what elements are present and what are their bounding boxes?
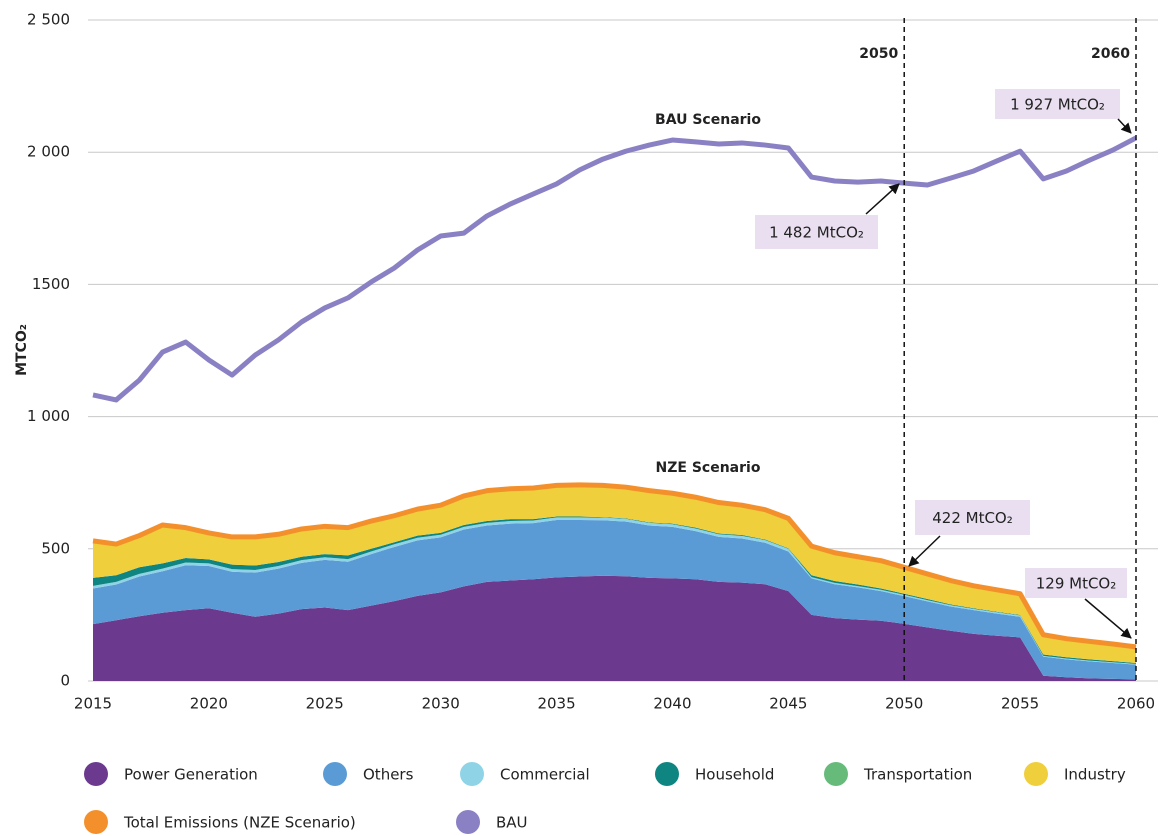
annotation-arrow [1117,118,1132,134]
area [93,484,1136,664]
x-tick-label: 2035 [537,695,575,713]
annotation-text: 129 MtCO₂ [1036,575,1117,593]
annotation-text: 1 482 MtCO₂ [769,224,864,242]
annotation-box [1025,568,1127,598]
legend-label: Industry [1064,766,1126,784]
x-tick-label: 2050 [885,695,923,713]
x-tick-label: 2060 [1117,695,1155,713]
y-tick-label: 1 000 [27,407,70,425]
y-axis-label: MTCO₂ [14,324,30,376]
area [93,519,1136,680]
annotation-box [995,89,1120,119]
annotation-text: 422 MtCO₂ [932,509,1013,527]
x-tick-label: 2040 [653,695,691,713]
legend-swatch [323,762,347,786]
y-tick-label: 1500 [32,275,70,293]
reference-label: 2050 [859,46,898,62]
legend-swatch [1024,762,1048,786]
legend-label: Commercial [500,766,590,784]
annotation-text: 1 927 MtCO₂ [1010,96,1105,114]
annotation-arrow [865,183,900,215]
legend-swatch [460,762,484,786]
legend-label: BAU [496,814,528,832]
y-tick-label: 0 [60,672,70,690]
x-tick-label: 2055 [1001,695,1039,713]
x-tick-label: 2030 [422,695,460,713]
legend-label: Total Emissions (NZE Scenario) [123,814,356,832]
legend-label: Power Generation [124,766,258,784]
legend-label: Transportation [863,766,972,784]
y-tick-label: 2 500 [27,11,70,29]
line [92,135,1138,403]
scenario-label: BAU Scenario [655,112,761,128]
x-tick-label: 2015 [74,695,112,713]
legend-swatch [824,762,848,786]
legend-swatch [84,810,108,834]
reference-label: 2060 [1091,46,1130,62]
x-tick-label: 2020 [190,695,228,713]
scenario-label: NZE Scenario [656,460,761,476]
y-tick-label: 500 [41,539,70,557]
annotation-box [915,500,1030,535]
x-tick-label: 2045 [769,695,807,713]
legend-swatch [456,810,480,834]
area [93,575,1136,681]
y-tick-label: 2 000 [27,143,70,161]
x-tick-label: 2025 [306,695,344,713]
legend-swatch [655,762,679,786]
annotation-box [755,215,878,249]
line [92,482,1137,650]
legend-swatch [84,762,108,786]
annotation-arrow [1084,598,1132,639]
legend-label: Others [363,766,414,784]
annotation-arrow [908,535,941,567]
legend-label: Household [695,766,774,784]
